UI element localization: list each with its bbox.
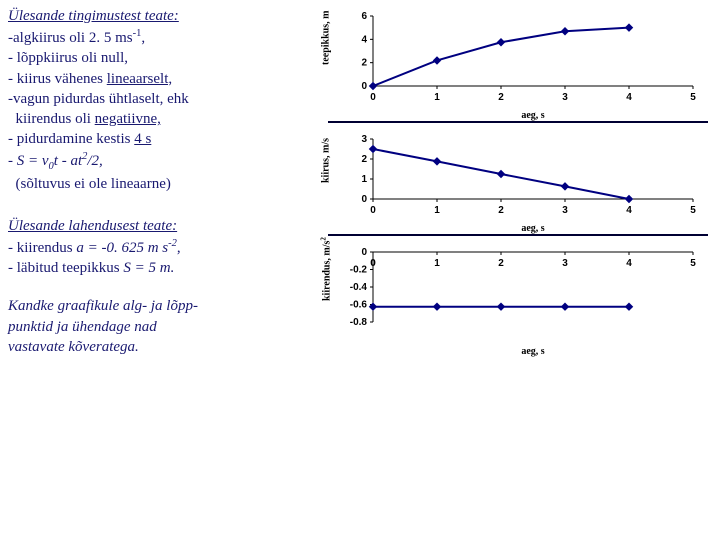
distance-chart: teepikkus, m0246012345aeg, s [328, 8, 708, 123]
svg-text:-0.8: -0.8 [350, 317, 368, 328]
solution-heading: Ülesande lahendusest teate: [8, 218, 318, 235]
text-column: Ülesande tingimustest teate: -algkiirus … [8, 8, 318, 365]
svg-text:4: 4 [361, 34, 367, 45]
x-axis-label: aeg, s [328, 110, 693, 121]
line-nonlinear: (sõltuvus ei ole lineaarne) [8, 174, 318, 194]
svg-text:4: 4 [626, 205, 632, 216]
y-axis-label: kiirendus, m/s2 [319, 237, 332, 301]
svg-text:2: 2 [361, 58, 367, 69]
svg-text:0: 0 [361, 194, 367, 205]
svg-text:0: 0 [370, 258, 376, 269]
svg-text:2: 2 [498, 205, 504, 216]
line-distance: - läbitud teepikkus S = 5 m. [8, 258, 318, 278]
acceleration-chart: kiirendus, m/s20-0.2-0.4-0.6-0.8012345ae… [328, 244, 708, 357]
line-negative: kiirendus oli negatiivne, [8, 109, 318, 129]
line-final-speed: - lõppkiirus oli null, [8, 48, 318, 68]
svg-text:3: 3 [562, 92, 568, 103]
y-axis-label: teepikkus, m [321, 10, 332, 64]
svg-text:1: 1 [434, 92, 440, 103]
charts-column: teepikkus, m0246012345aeg, s kiirus, m/s… [328, 8, 708, 365]
svg-text:0: 0 [370, 92, 376, 103]
svg-text:1: 1 [434, 205, 440, 216]
line-duration: - pidurdamine kestis 4 s [8, 129, 318, 149]
svg-text:-0.6: -0.6 [350, 300, 368, 311]
y-axis-label: kiirus, m/s [321, 137, 332, 182]
line-uniform: -vagun pidurdas ühtlaselt, ehk [8, 89, 318, 109]
svg-text:3: 3 [562, 205, 568, 216]
svg-text:-0.2: -0.2 [350, 265, 368, 276]
line-formula: - S = v0t - at2/2, [8, 150, 318, 174]
svg-text:0: 0 [370, 205, 376, 216]
svg-text:4: 4 [626, 92, 632, 103]
svg-text:3: 3 [562, 258, 568, 269]
svg-text:4: 4 [626, 258, 632, 269]
speed-chart: kiirus, m/s0123012345aeg, s [328, 131, 708, 236]
svg-text:0: 0 [361, 81, 367, 92]
instruction: Kandke graafikule alg- ja lõpp- punktid … [8, 296, 318, 357]
svg-text:2: 2 [361, 154, 367, 165]
svg-text:5: 5 [690, 205, 696, 216]
line-linear: - kiirus vähenes lineaarselt, [8, 69, 318, 89]
x-axis-label: aeg, s [328, 223, 693, 234]
line-initial-speed: -algkiirus oli 2. 5 ms-1, [8, 27, 318, 48]
svg-text:5: 5 [690, 92, 696, 103]
line-accel: - kiirendus a = -0. 625 m s-2, [8, 237, 318, 258]
conditions-heading: Ülesande tingimustest teate: [8, 8, 318, 25]
svg-text:-0.4: -0.4 [350, 282, 368, 293]
svg-text:1: 1 [361, 174, 367, 185]
svg-text:3: 3 [361, 134, 367, 145]
svg-text:1: 1 [434, 258, 440, 269]
svg-text:0: 0 [361, 247, 367, 258]
svg-text:5: 5 [690, 258, 696, 269]
svg-text:2: 2 [498, 92, 504, 103]
x-axis-label: aeg, s [328, 346, 693, 357]
svg-text:6: 6 [361, 11, 367, 22]
svg-text:2: 2 [498, 258, 504, 269]
